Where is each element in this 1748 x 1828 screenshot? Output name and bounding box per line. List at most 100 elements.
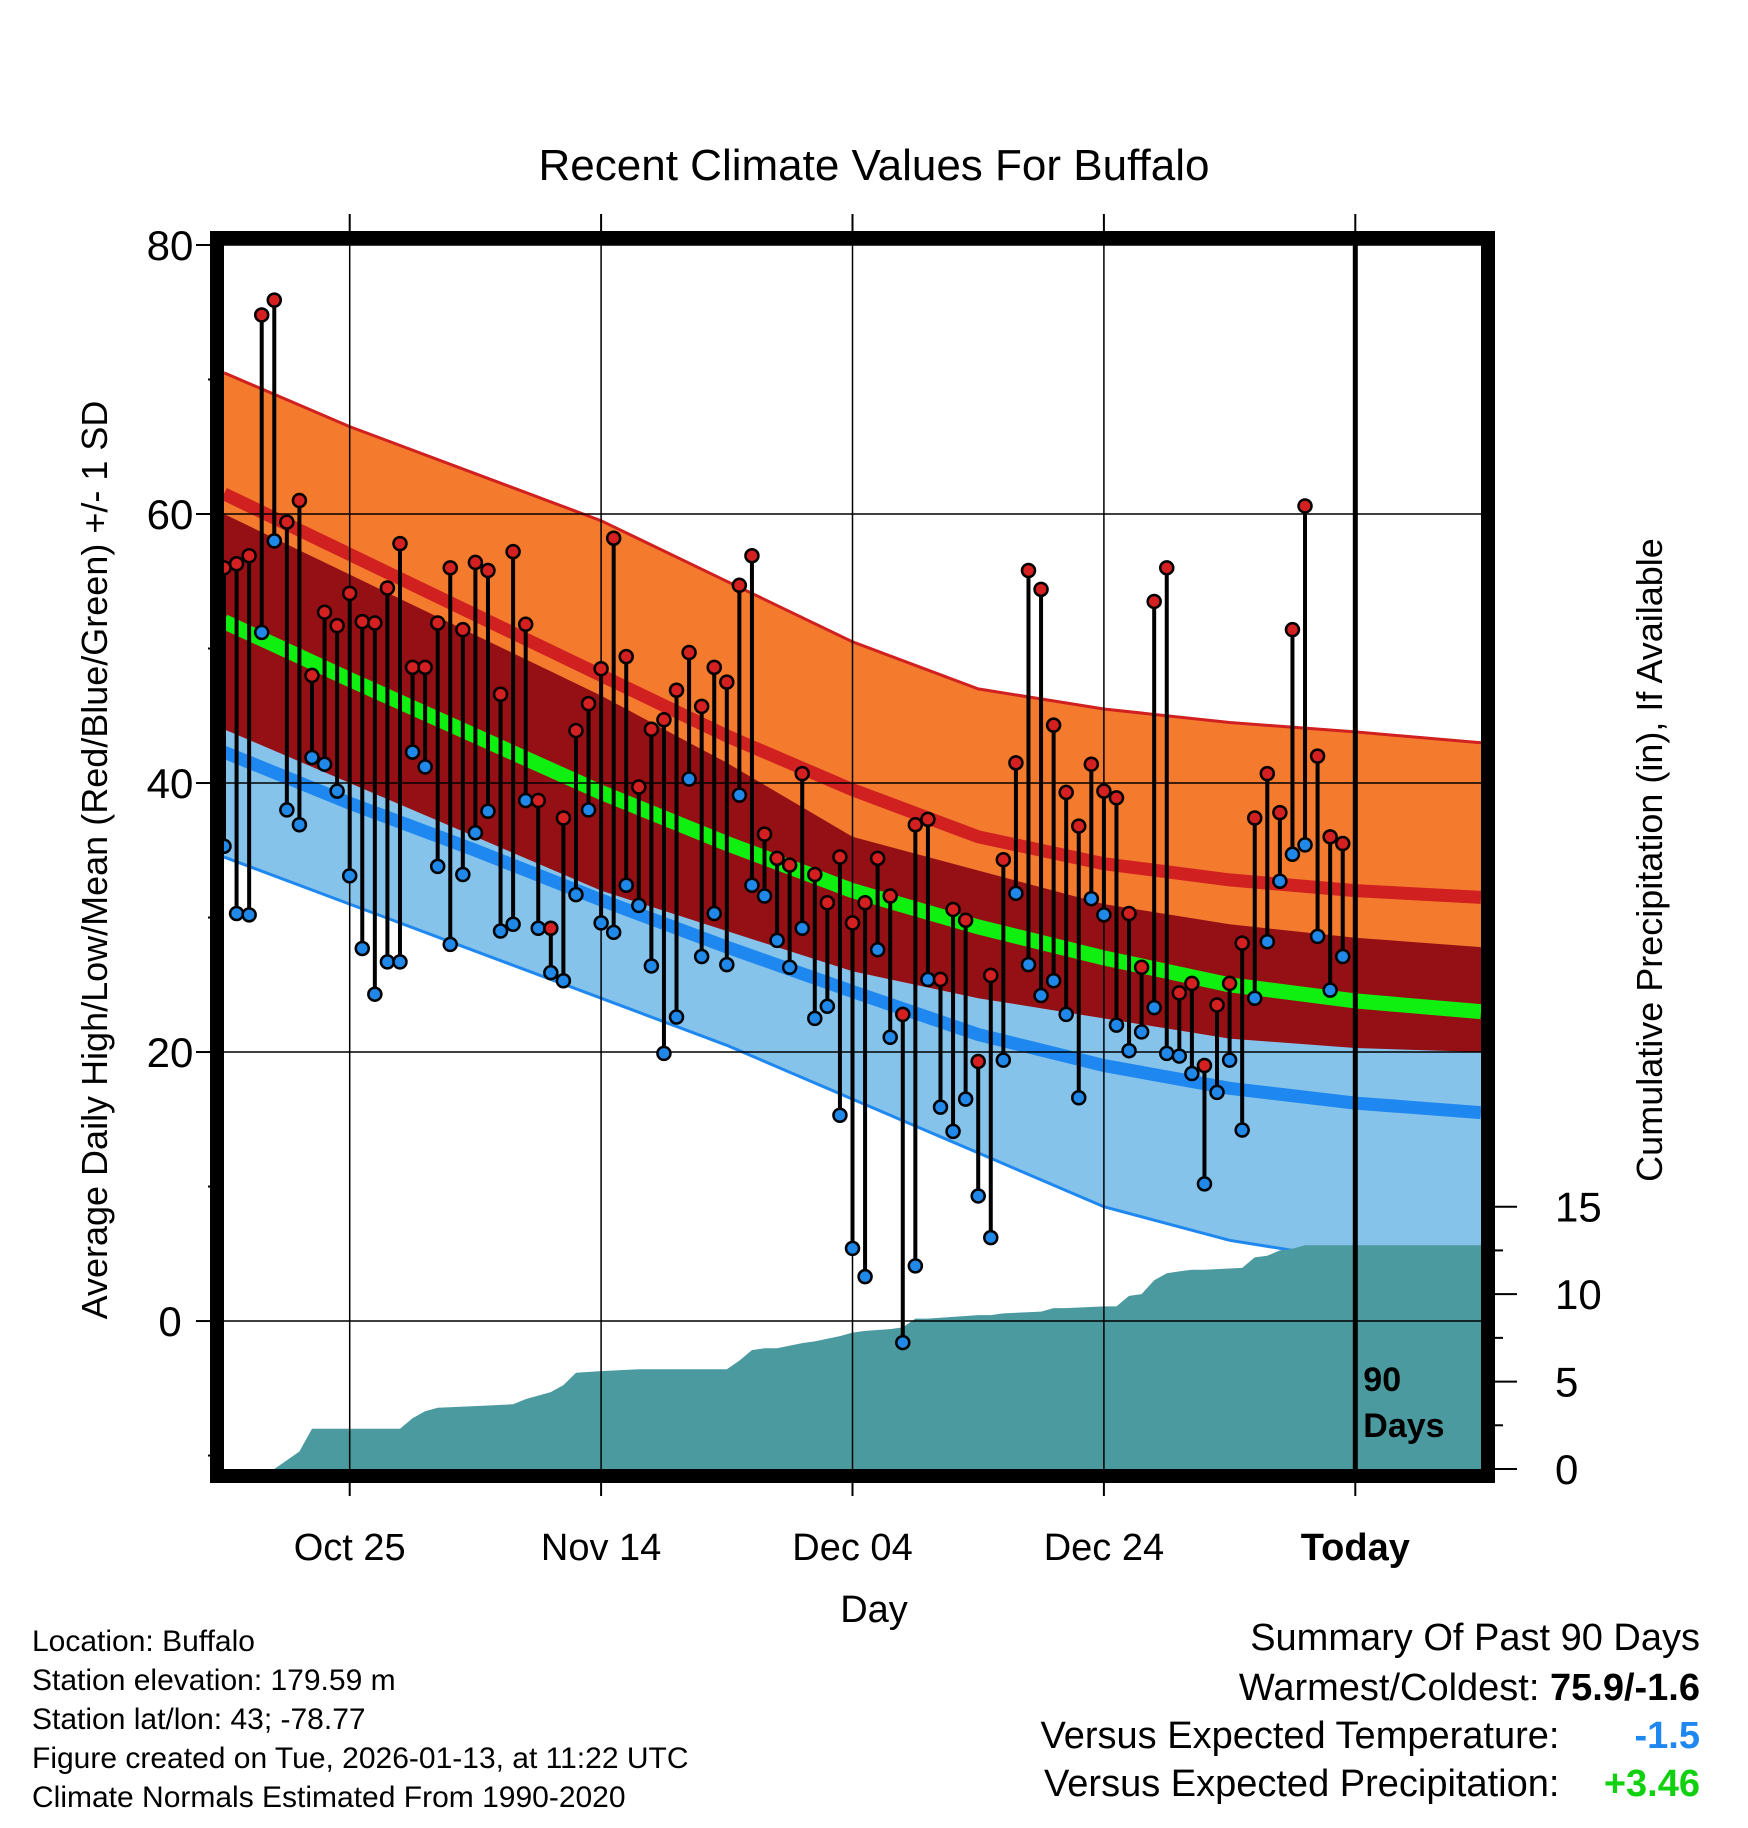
- y-tick-label: 80: [147, 222, 194, 269]
- daily-low-point: [228, 905, 245, 922]
- daily-low-point: [819, 998, 836, 1015]
- daily-low-point: [266, 533, 283, 549]
- station-location: Location: Buffalo: [32, 1625, 255, 1658]
- daily-high-point: [656, 712, 672, 728]
- daily-high-point: [279, 514, 295, 530]
- daily-low-point: [580, 802, 597, 818]
- daily-low-point: [882, 1029, 898, 1045]
- temp-anomaly-label: Versus Expected Temperature:: [1040, 1715, 1560, 1757]
- daily-low-point: [505, 916, 521, 933]
- daily-low-point: [1096, 907, 1112, 923]
- daily-low-point: [907, 1258, 924, 1274]
- daily-low-point: [781, 959, 798, 976]
- daily-high-point: [882, 888, 898, 904]
- daily-high-point: [467, 554, 484, 571]
- summary-panel: Summary Of Past 90 Days Warmest/Coldest:…: [1041, 1612, 1700, 1808]
- x-tick-label: Today: [1301, 1527, 1410, 1569]
- daily-high-point: [995, 851, 1012, 868]
- daily-high-point: [1334, 835, 1351, 852]
- daily-high-point: [291, 492, 308, 509]
- daily-low-point: [467, 825, 484, 841]
- daily-low-point: [681, 771, 697, 787]
- daily-low-point: [631, 897, 647, 914]
- daily-low-point: [656, 1045, 672, 1062]
- daily-low-point: [668, 1009, 685, 1025]
- daily-low-point: [1121, 1042, 1137, 1059]
- temp-anomaly-value: -1.5: [1634, 1715, 1700, 1757]
- daily-low-point: [417, 759, 433, 775]
- daily-high-point: [555, 810, 572, 826]
- climate-normals-period: Climate Normals Estimated From 1990-2020: [32, 1781, 626, 1814]
- daily-low-point: [744, 877, 760, 893]
- daily-high-point: [1297, 498, 1313, 514]
- daily-high-point: [593, 660, 609, 677]
- daily-high-point: [568, 722, 584, 739]
- daily-low-point: [492, 923, 509, 939]
- daily-low-point: [794, 920, 810, 937]
- daily-low-point: [392, 954, 408, 970]
- daily-high-point: [1284, 621, 1301, 638]
- daily-low-point: [1008, 885, 1024, 902]
- y2-tick-label: 15: [1555, 1184, 1602, 1231]
- daily-high-point: [1196, 1057, 1213, 1074]
- daily-high-point: [316, 604, 333, 620]
- daily-low-point: [568, 886, 584, 903]
- daily-high-point: [756, 826, 773, 842]
- daily-high-point: [945, 901, 961, 918]
- daily-high-point: [781, 857, 798, 873]
- daily-high-point: [492, 686, 509, 702]
- daily-low-point: [1322, 982, 1338, 998]
- daily-low-point: [224, 838, 232, 854]
- daily-low-point: [1045, 972, 1062, 989]
- y2-tick-label: 10: [1555, 1271, 1602, 1318]
- daily-low-point: [1246, 990, 1263, 1006]
- daily-low-point: [605, 924, 622, 941]
- daily-high-point: [693, 698, 710, 715]
- daily-high-point: [869, 850, 886, 867]
- daily-high-point: [970, 1053, 986, 1070]
- daily-low-point: [304, 749, 320, 766]
- daily-low-point: [455, 866, 471, 883]
- chart-title: Recent Climate Values For Buffalo: [539, 141, 1210, 190]
- y-tick-label: 60: [147, 491, 194, 538]
- daily-high-point: [580, 695, 597, 712]
- daily-high-point: [932, 971, 949, 988]
- daily-low-point: [442, 936, 459, 953]
- daily-high-point: [643, 721, 660, 737]
- daily-low-point: [1334, 948, 1351, 965]
- daily-low-point: [1108, 1017, 1125, 1033]
- daily-low-point: [1234, 1122, 1250, 1138]
- daily-low-point: [1284, 846, 1301, 863]
- daily-low-point: [1071, 1090, 1087, 1106]
- daily-low-point: [920, 971, 936, 988]
- daily-high-point: [480, 562, 496, 579]
- daily-high-point: [1184, 975, 1200, 992]
- daily-high-point: [1171, 985, 1188, 1001]
- daily-low-point: [970, 1188, 986, 1204]
- daily-low-point: [1146, 999, 1162, 1016]
- daily-high-point: [844, 915, 861, 931]
- daily-high-point: [505, 543, 521, 560]
- daily-high-point: [379, 580, 396, 596]
- daily-high-point: [1159, 560, 1175, 576]
- daily-low-point: [1297, 837, 1313, 853]
- station-elevation: Station elevation: 179.59 m: [32, 1664, 396, 1697]
- daily-low-point: [769, 932, 785, 949]
- plot-area: [224, 245, 1481, 1469]
- daily-low-point: [253, 624, 270, 641]
- daily-high-point: [832, 849, 848, 865]
- daily-high-point: [367, 615, 383, 631]
- daily-low-point: [1259, 933, 1276, 950]
- daily-high-point: [530, 792, 546, 809]
- daily-low-point: [869, 942, 886, 958]
- daily-low-point: [1133, 1024, 1150, 1040]
- daily-low-point: [367, 986, 383, 1002]
- daily-high-point: [706, 659, 722, 676]
- daily-high-point: [605, 530, 622, 546]
- x-tick-label: Oct 25: [294, 1527, 406, 1569]
- daily-low-point: [379, 954, 396, 970]
- daily-low-point: [1221, 1052, 1238, 1068]
- daily-low-point: [241, 907, 257, 923]
- daily-high-point: [895, 1006, 911, 1023]
- figure-created: Figure created on Tue, 2026-01-13, at 11…: [32, 1742, 689, 1775]
